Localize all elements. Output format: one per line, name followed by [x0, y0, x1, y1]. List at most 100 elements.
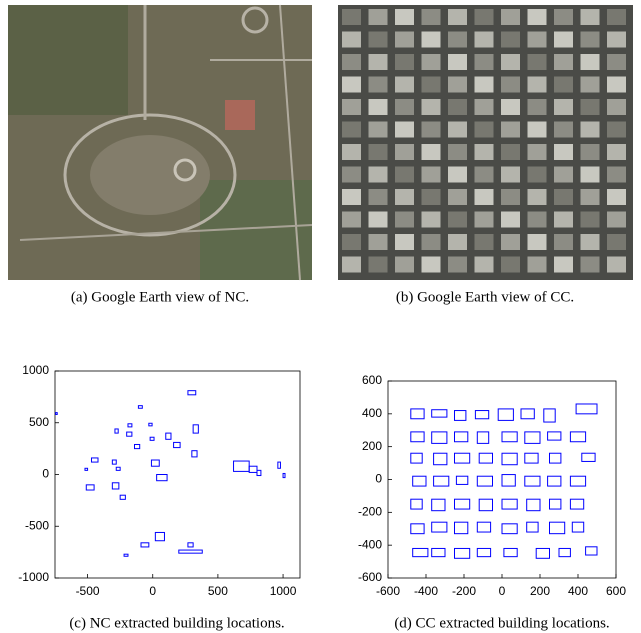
building-outline [151, 460, 159, 466]
city-block [448, 167, 467, 183]
building-outline [527, 499, 540, 510]
city-block [422, 257, 441, 273]
building-outline [479, 499, 492, 510]
city-block [475, 54, 494, 70]
city-block [448, 234, 467, 250]
city-block [395, 54, 414, 70]
city-block [581, 99, 600, 115]
building-outline [548, 432, 561, 440]
building-outline [550, 499, 561, 509]
building-outline [455, 499, 470, 509]
building-outline [477, 522, 490, 532]
page: (a) Google Earth view of NC. (b) Google … [0, 0, 641, 633]
building-outline [192, 451, 197, 457]
building-outline [155, 532, 164, 540]
city-block [448, 9, 467, 25]
city-block [501, 99, 520, 115]
building-outline [249, 466, 257, 472]
building-outline [112, 483, 119, 489]
building-outline [455, 548, 470, 558]
city-block [501, 144, 520, 160]
city-block [475, 77, 494, 93]
building-outline [128, 424, 132, 427]
building-outline [188, 391, 196, 395]
city-block [342, 99, 361, 115]
building-outline [120, 495, 125, 499]
building-outline [586, 547, 597, 555]
building-outline [150, 437, 154, 440]
city-block [501, 257, 520, 273]
building-outline [477, 476, 492, 486]
building-outline [432, 499, 445, 510]
city-block [528, 167, 547, 183]
building-outline [193, 425, 198, 433]
city-block [395, 167, 414, 183]
building-outline [157, 475, 167, 481]
city-block [554, 257, 573, 273]
city-block [607, 99, 626, 115]
building-outline [278, 462, 281, 468]
building-outline [56, 413, 58, 415]
city-block [369, 257, 388, 273]
city-block [581, 9, 600, 25]
city-block [342, 144, 361, 160]
building-outline [548, 476, 561, 486]
x-tick-label: -500 [76, 584, 100, 598]
building-outline [112, 460, 116, 464]
building-outline [138, 406, 142, 409]
city-block [395, 99, 414, 115]
city-block [448, 189, 467, 205]
city-block [369, 189, 388, 205]
city-block [422, 234, 441, 250]
building-outline [411, 499, 422, 509]
city-block [422, 32, 441, 48]
city-block [475, 9, 494, 25]
city-block [501, 122, 520, 138]
y-tick-label: 500 [29, 415, 49, 429]
city-block [395, 189, 414, 205]
building-outline [434, 453, 447, 464]
building-outline [432, 522, 447, 532]
city-block [528, 234, 547, 250]
city-block [369, 212, 388, 228]
y-tick-label: 0 [375, 472, 382, 486]
city-block [448, 122, 467, 138]
city-block [422, 122, 441, 138]
building-outline [550, 453, 561, 463]
city-block [395, 212, 414, 228]
building-outline [411, 432, 424, 442]
city-block [607, 77, 626, 93]
satellite-image-cc [338, 5, 633, 280]
city-block [528, 9, 547, 25]
building-outline [188, 543, 193, 547]
city-block [475, 122, 494, 138]
caption: (d) CC extracted building locations. [394, 615, 609, 631]
city-block [501, 32, 520, 48]
city-block [342, 9, 361, 25]
city-block [607, 9, 626, 25]
city-block [528, 122, 547, 138]
x-tick-label: 400 [568, 584, 588, 598]
building-outline [582, 453, 595, 461]
building-outline [116, 467, 120, 470]
city-block [501, 189, 520, 205]
city-block [369, 234, 388, 250]
city-block [395, 32, 414, 48]
city-block [342, 32, 361, 48]
city-block [607, 122, 626, 138]
building-outline [413, 548, 428, 556]
city-block [528, 54, 547, 70]
building-outline [411, 524, 424, 534]
city-block [448, 54, 467, 70]
city-block [475, 99, 494, 115]
city-block [422, 144, 441, 160]
city-block [581, 234, 600, 250]
city-block [528, 189, 547, 205]
city-block [528, 32, 547, 48]
building-outline [527, 522, 538, 532]
building-outline [504, 548, 517, 556]
city-block [369, 167, 388, 183]
city-block [581, 144, 600, 160]
figure: (a) Google Earth view of NC. (b) Google … [0, 0, 641, 633]
